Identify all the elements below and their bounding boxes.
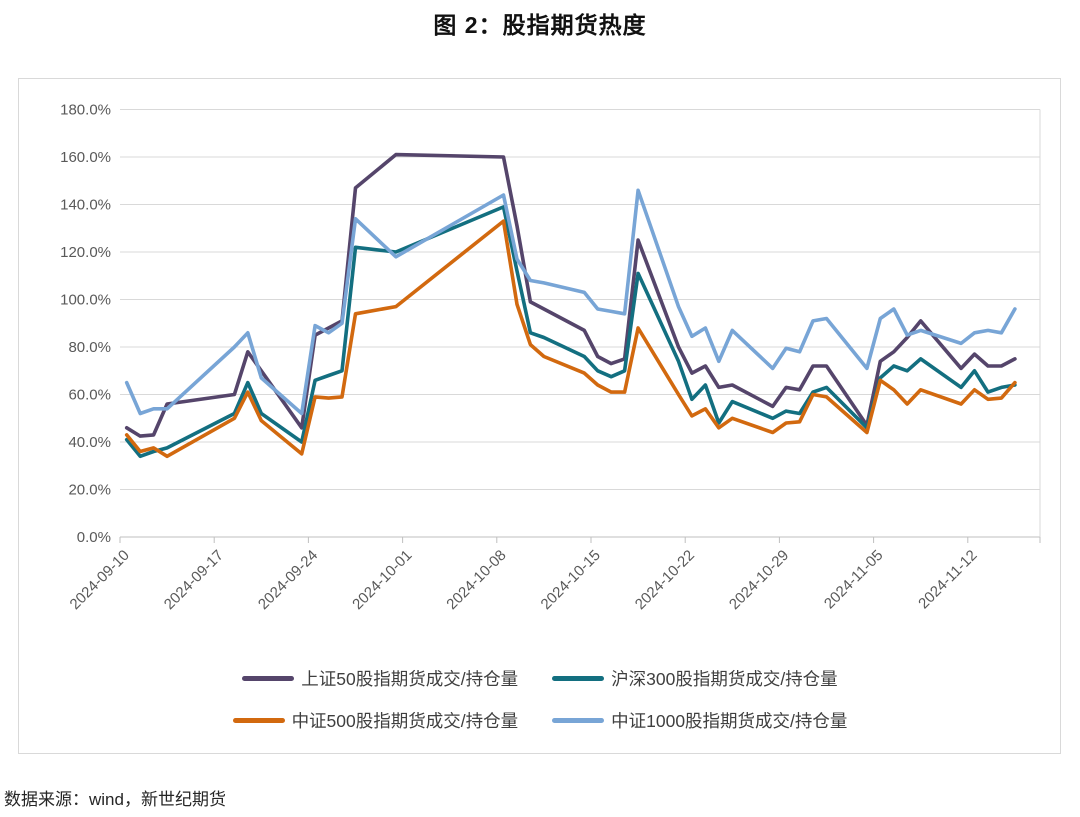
chart-title: 图 2：股指期货热度 (433, 12, 647, 38)
legend-label-sz50: 上证50股指期货成交/持仓量 (301, 669, 519, 689)
legend: 上证50股指期货成交/持仓量 沪深300股指期货成交/持仓量 中证500股指期货… (0, 666, 1080, 733)
y-tick-label: 120.0% (60, 244, 111, 261)
y-tick-label: 40.0% (68, 434, 111, 451)
series-line-0 (124, 152, 1017, 438)
y-tick-label: 0.0% (77, 529, 111, 546)
legend-swatch-hs300 (552, 676, 605, 681)
x-tick-label: 2024-09-24 (255, 547, 321, 613)
legend-swatch-zz500 (232, 718, 285, 723)
x-tick-label: 2024-10-22 (632, 547, 698, 613)
x-tick-label: 2024-11-05 (821, 547, 886, 612)
legend-label-hs300: 沪深300股指期货成交/持仓量 (611, 669, 838, 689)
x-tick-label: 2024-11-12 (915, 547, 980, 612)
legend-swatch-sz50 (242, 676, 295, 681)
series-line-1 (124, 205, 1017, 459)
x-tick-label: 2024-10-01 (349, 547, 415, 613)
legend-row-2: 中证500股指期货成交/持仓量 中证1000股指期货成交/持仓量 (232, 708, 847, 733)
x-tick-label: 2024-10-08 (443, 547, 509, 613)
y-tick-label: 160.0% (60, 149, 111, 166)
y-tick-label: 20.0% (68, 482, 111, 499)
x-tick-label: 2024-10-29 (726, 547, 792, 613)
legend-swatch-zz1000 (552, 718, 605, 723)
legend-item-zz1000: 中证1000股指期货成交/持仓量 (552, 708, 847, 733)
x-tick-label: 2024-10-15 (538, 547, 604, 613)
source-note: 数据来源：wind，新世纪期货 (4, 790, 226, 809)
legend-item-sz50: 上证50股指期货成交/持仓量 (242, 666, 518, 691)
axis-labels: 0.0% 20.0% 40.0% 60.0% 80.0% 100.0% 120.0% 140.… (60, 102, 981, 614)
x-tick-label: 2024-09-10 (67, 547, 133, 613)
legend-row-1: 上证50股指期货成交/持仓量 沪深300股指期货成交/持仓量 (242, 666, 838, 691)
legend-item-zz500: 中证500股指期货成交/持仓量 (232, 708, 519, 733)
series-line-2 (124, 219, 1017, 459)
legend-label-zz500: 中证500股指期货成交/持仓量 (291, 711, 519, 731)
series-lines (124, 152, 1017, 459)
legend-item-hs300: 沪深300股指期货成交/持仓量 (552, 666, 838, 691)
chart-frame (18, 78, 1061, 754)
x-tick-label: 2024-09-17 (161, 547, 227, 613)
y-tick-label: 60.0% (68, 387, 111, 404)
series-line-3 (124, 188, 1017, 416)
y-tick-label: 100.0% (60, 292, 111, 309)
gridlines (119, 109, 1041, 543)
y-tick-label: 80.0% (68, 339, 111, 356)
y-tick-label: 180.0% (60, 102, 111, 119)
legend-label-zz1000: 中证1000股指期货成交/持仓量 (611, 711, 848, 731)
y-tick-label: 140.0% (60, 197, 111, 214)
